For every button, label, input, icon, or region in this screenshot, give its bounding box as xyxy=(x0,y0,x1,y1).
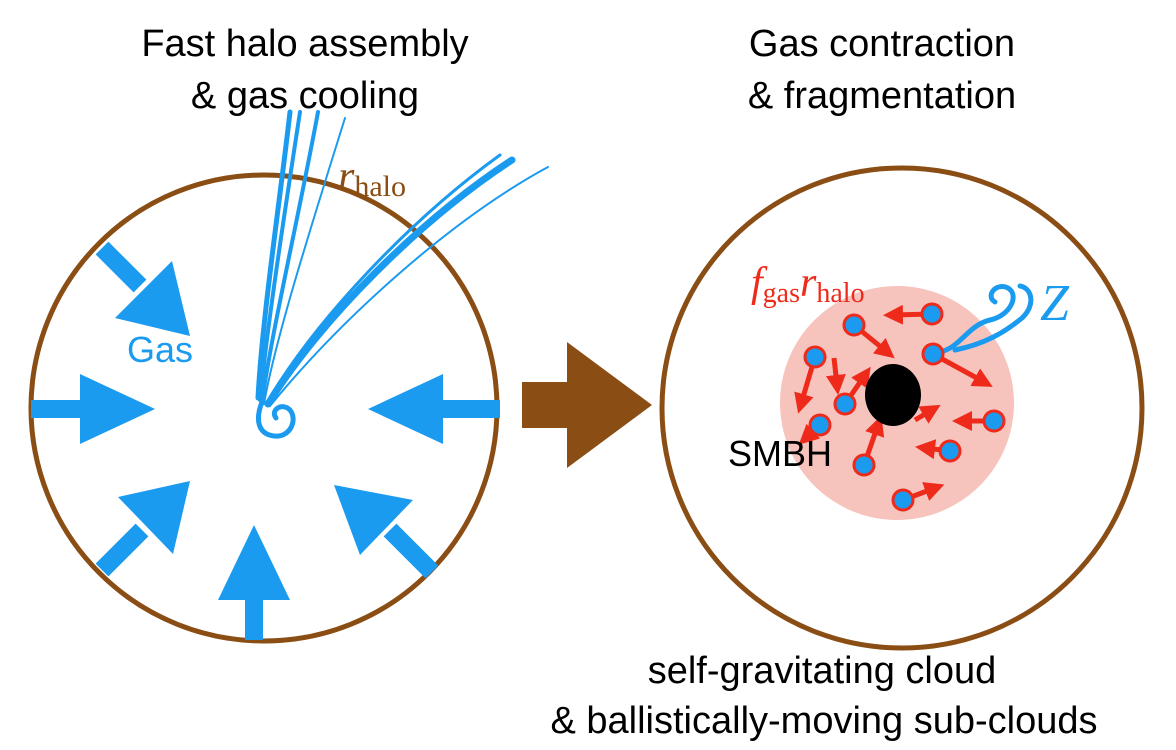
inflow-arrow-right xyxy=(368,374,500,444)
sub-cloud-dot xyxy=(842,313,866,337)
caption-line1: self-gravitating cloud xyxy=(648,650,997,692)
gas-label: Gas xyxy=(127,329,193,370)
inflow-arrow-left xyxy=(31,374,155,444)
gas-inflow-arrows xyxy=(31,241,500,640)
sub-cloud-dot xyxy=(891,488,915,512)
metallicity-label: Z xyxy=(1040,275,1070,332)
black-hole xyxy=(865,364,921,426)
cloud-radius-label: fgasrhalo xyxy=(751,260,865,309)
metal-swirl xyxy=(937,283,1034,355)
smbh-label: SMBH xyxy=(728,433,832,474)
r-halo-label: rhalo xyxy=(338,154,406,203)
halo-circle-right xyxy=(659,165,1145,651)
sub-cloud-dot xyxy=(982,409,1006,433)
sub-cloud-dot xyxy=(938,439,962,463)
inflow-arrow-bottom-left xyxy=(95,481,190,577)
left-title-line1: Fast halo assembly xyxy=(141,23,468,65)
inflow-arrow-top-left xyxy=(95,241,190,336)
sub-cloud-dot xyxy=(852,453,876,477)
sub-cloud-dot xyxy=(921,342,945,366)
right-title-line2: & fragmentation xyxy=(748,75,1016,117)
right-title-line1: Gas contraction xyxy=(749,23,1015,65)
sub-cloud-dot xyxy=(833,392,857,416)
sub-cloud-dot xyxy=(803,345,827,369)
gas-filaments xyxy=(255,109,549,439)
sub-cloud-dot xyxy=(808,413,832,437)
inflow-arrow-bottom xyxy=(218,525,290,640)
sub-cloud-dot xyxy=(920,302,944,326)
inflow-arrow-bottom-right xyxy=(334,485,439,579)
transition-arrow xyxy=(522,342,652,468)
left-title-line2: & gas cooling xyxy=(191,75,419,117)
sub-clouds xyxy=(794,302,1006,512)
caption-line2: & ballistically-moving sub-clouds xyxy=(551,700,1098,742)
